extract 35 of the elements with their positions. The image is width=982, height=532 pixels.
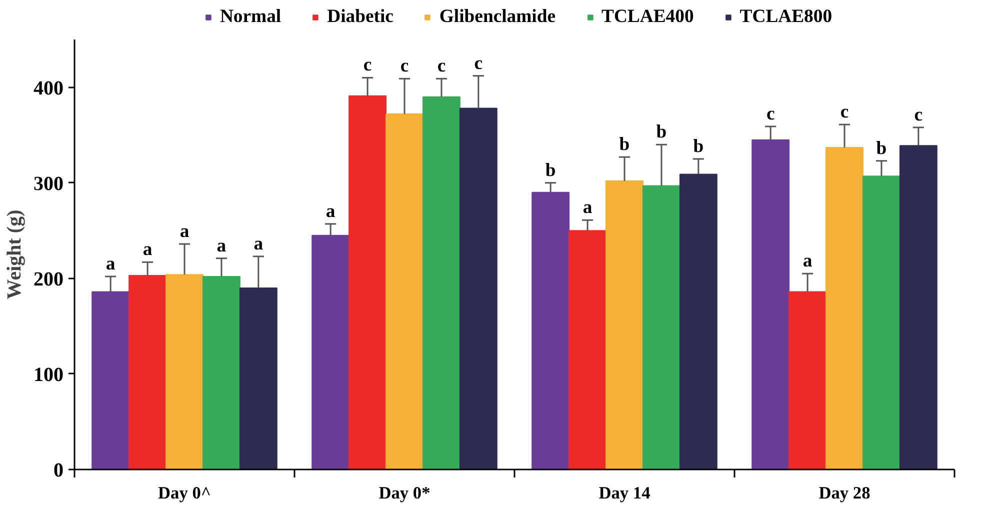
data-label: b (619, 134, 630, 156)
y-tick-label: 200 (34, 268, 64, 290)
data-label: b (656, 122, 667, 143)
data-label: a (180, 220, 190, 242)
data-label: a (216, 235, 227, 256)
legend-label: TCLAE400 (602, 6, 694, 28)
data-label: a (106, 253, 116, 274)
legend-label: Normal (220, 6, 282, 28)
y-axis-title: Weight (g) (4, 210, 26, 300)
x-tick-label: Day 0^ (158, 484, 211, 502)
data-label: a (582, 197, 593, 218)
data-label: b (693, 136, 704, 157)
data-label: b (876, 138, 887, 159)
legend-label: Glibenclamide (439, 6, 556, 28)
data-label: a (254, 233, 264, 254)
data-label: a (802, 250, 813, 272)
x-tick-label: Day 0* (378, 484, 430, 502)
data-label: a (326, 200, 336, 222)
y-tick-label: 300 (34, 172, 64, 195)
y-tick-label: 100 (34, 364, 64, 386)
legend-label: TCLAE800 (740, 6, 832, 28)
data-label: c (840, 102, 849, 123)
x-tick-label: Day 14 (598, 484, 651, 502)
data-label: c (400, 56, 409, 77)
data-label: c (363, 54, 372, 76)
y-tick-label: 400 (34, 77, 64, 100)
data-label: b (545, 160, 556, 181)
y-tick-label: 0 (54, 460, 64, 482)
legend-label: Diabetic (327, 6, 394, 28)
data-label: a (142, 239, 153, 260)
data-label: c (766, 103, 775, 124)
data-label: c (474, 52, 483, 74)
data-label: c (437, 56, 446, 77)
x-tick-label: Day 28 (818, 484, 871, 502)
data-label: c (914, 104, 923, 126)
